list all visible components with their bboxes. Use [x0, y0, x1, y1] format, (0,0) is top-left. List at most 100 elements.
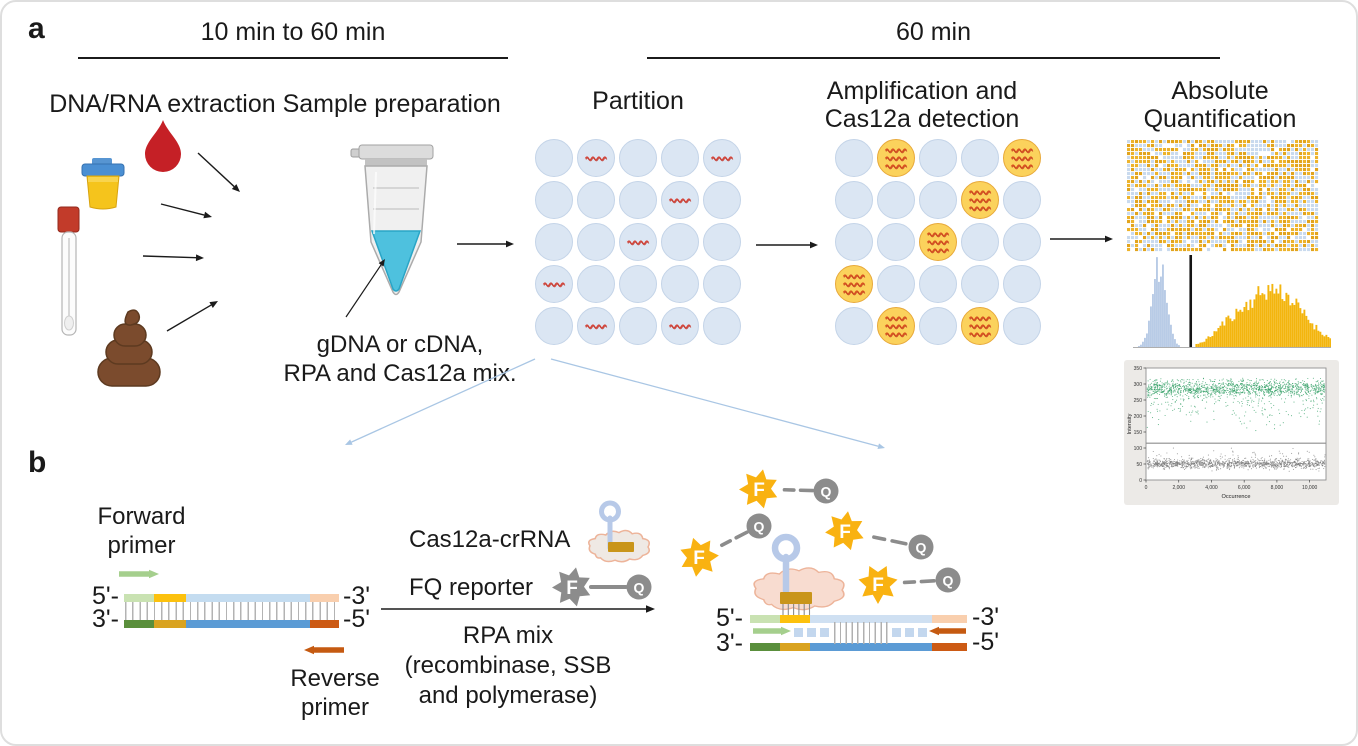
- negative-partition: [919, 139, 957, 177]
- empty-partition: [535, 181, 573, 219]
- empty-partition: [619, 307, 657, 345]
- svg-text:350: 350: [1134, 366, 1143, 372]
- dna-squiggle-icon: [926, 239, 950, 245]
- amplification-grid: [835, 139, 1041, 345]
- bottom-strand: [750, 643, 967, 651]
- displaced-strand-dash: [892, 628, 901, 637]
- svg-text:4,000: 4,000: [1205, 485, 1218, 491]
- partition-with-target: [661, 181, 699, 219]
- top-strand-peach-segment: [932, 615, 967, 623]
- dna-squiggle-icon: [884, 147, 908, 153]
- blood-drop-icon: [145, 120, 181, 172]
- negative-partition: [835, 223, 873, 261]
- microtube-icon: [350, 144, 434, 296]
- bottom-strand-orange-segment: [932, 643, 967, 651]
- positive-partition: [835, 265, 873, 303]
- svg-text:Q: Q: [943, 573, 954, 589]
- cleaved-fq-reporter: FQ: [680, 513, 772, 577]
- forward-primer-label: Forward primer: [97, 503, 186, 559]
- dna-squiggle-icon: [968, 315, 992, 321]
- right-duplex-minus3: -3': [972, 603, 1000, 631]
- panel-a-label: a: [28, 12, 45, 45]
- rpa-mix-label: RPA mix (recombinase, SSB and polymerase…: [404, 622, 612, 709]
- svg-text:Occurrence: Occurrence: [1222, 494, 1251, 500]
- partition-with-target: [577, 307, 615, 345]
- empty-partition: [577, 265, 615, 303]
- partition-with-target: [577, 139, 615, 177]
- positive-partition: [961, 307, 999, 345]
- positive-partition: [877, 307, 915, 345]
- empty-partition: [577, 181, 615, 219]
- amplicon-duplex: [750, 615, 967, 651]
- empty-partition: [535, 307, 573, 345]
- negative-partition: [835, 139, 873, 177]
- partition-with-target: [619, 223, 657, 261]
- svg-text:0: 0: [1139, 478, 1142, 484]
- dna-squiggle-icon: [884, 323, 908, 329]
- top-strand-green-segment: [750, 615, 780, 623]
- svg-text:6,000: 6,000: [1238, 485, 1251, 491]
- quantification-title: Absolute Quantification: [1143, 77, 1297, 133]
- svg-text:F: F: [566, 578, 578, 599]
- svg-text:F: F: [839, 522, 851, 543]
- urine-cup-icon: [81, 158, 125, 210]
- bottom-strand-orange-segment: [310, 620, 339, 628]
- svg-text:Q: Q: [916, 540, 927, 556]
- dna-squiggle-icon: [1010, 155, 1034, 161]
- left-duplex-minus3: -3': [343, 582, 371, 610]
- svg-text:2,000: 2,000: [1172, 485, 1185, 491]
- svg-text:F: F: [872, 575, 884, 596]
- base-pair-lines: [125, 602, 338, 620]
- bottom-strand-gold-segment: [154, 620, 186, 628]
- empty-partition: [703, 307, 741, 345]
- target-dna-duplex: [124, 594, 339, 628]
- open-duplex-middle: [750, 622, 967, 644]
- top-strand-peach-segment: [310, 594, 339, 602]
- negative-partition: [919, 181, 957, 219]
- svg-text:250: 250: [1134, 398, 1143, 404]
- empty-partition: [577, 223, 615, 261]
- dna-squiggle-icon: [1010, 147, 1034, 153]
- partition-with-target: [535, 265, 573, 303]
- top-strand: [124, 594, 339, 602]
- partition-title: Partition: [592, 87, 684, 115]
- top-strand-blue-segment: [186, 594, 310, 602]
- empty-partition: [535, 223, 573, 261]
- positive-partition: [919, 223, 957, 261]
- time-short-text: 10 min to 60 min: [200, 18, 386, 46]
- svg-text:200: 200: [1134, 414, 1143, 420]
- svg-text:100: 100: [1134, 446, 1143, 452]
- swab-tube-icon: [57, 206, 80, 336]
- svg-text:150: 150: [1134, 430, 1143, 436]
- cas12a-complex-bound: [753, 533, 845, 615]
- right-duplex-3prime: 3'-: [716, 629, 744, 657]
- panel-b-label: b: [28, 446, 47, 479]
- negative-partition: [961, 265, 999, 303]
- empty-partition: [661, 139, 699, 177]
- negative-partition: [1003, 181, 1041, 219]
- top-strand-blue-segment: [810, 615, 932, 623]
- dna-squiggle-icon: [668, 323, 692, 329]
- right-duplex-5prime: 5'-: [716, 604, 744, 632]
- svg-text:Q: Q: [754, 519, 765, 535]
- svg-text:0: 0: [1145, 485, 1148, 491]
- svg-text:8,000: 8,000: [1271, 485, 1284, 491]
- bottom-strand-blue-segment: [186, 620, 310, 628]
- positive-points: [1146, 377, 1326, 432]
- dna-squiggle-icon: [968, 331, 992, 337]
- empty-partition: [661, 223, 699, 261]
- tube-caption: gDNA or cDNA, RPA and Cas12a mix.: [283, 331, 517, 387]
- dna-squiggle-icon: [968, 197, 992, 203]
- positive-partition: [961, 181, 999, 219]
- dna-squiggle-icon: [584, 323, 608, 329]
- negative-partition: [877, 181, 915, 219]
- fq-reporter-label: FQ reporter: [409, 574, 534, 601]
- cas12a-crrna-label: Cas12a-crRNA: [409, 526, 571, 553]
- top-strand: [750, 615, 967, 623]
- dna-squiggle-icon: [842, 289, 866, 295]
- svg-text:10,000: 10,000: [1302, 485, 1318, 491]
- extraction-title: DNA/RNA extraction Sample preparation: [49, 90, 501, 118]
